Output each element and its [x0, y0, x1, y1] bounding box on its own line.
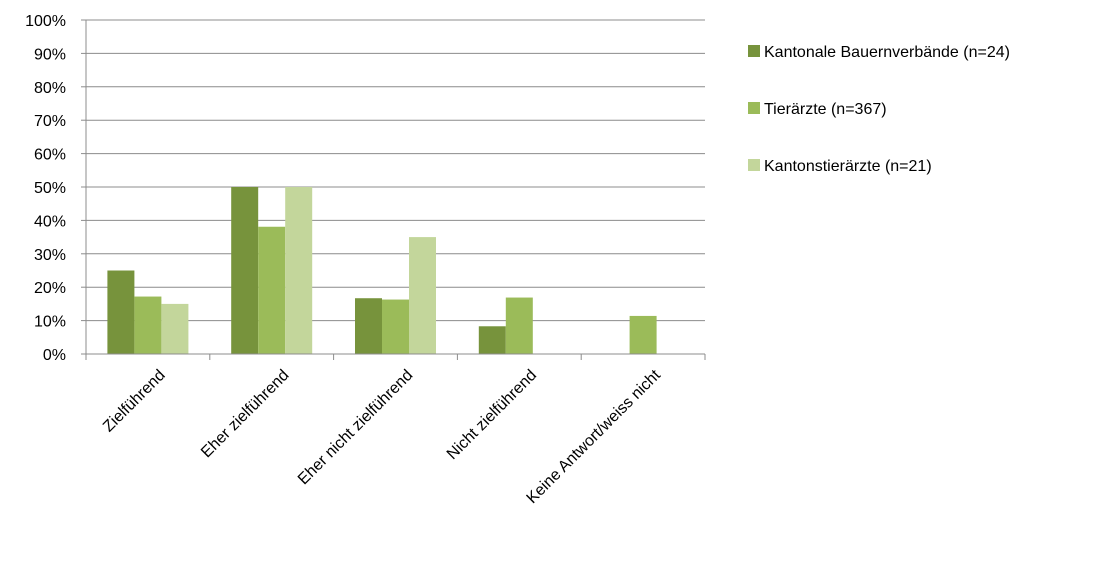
- y-tick-label: 30%: [34, 247, 66, 264]
- legend-label: Tierärzte (n=367): [764, 101, 887, 118]
- category-label: Keine Antwort/weiss nicht: [524, 366, 665, 507]
- bar: [107, 270, 135, 354]
- axes: [81, 19, 706, 360]
- bar: [161, 303, 189, 354]
- bar: [258, 226, 286, 354]
- bar: [355, 298, 382, 354]
- y-tick-label: 80%: [34, 80, 66, 97]
- bar: [505, 297, 533, 354]
- legend-swatch: [748, 102, 760, 114]
- y-tick-label: 70%: [34, 113, 66, 130]
- y-tick-labels: 0% 10% 20% 30% 40% 50% 60% 70% 80% 90% 100%: [25, 13, 66, 364]
- category-labels: Zielführend Eher zielführend Eher nicht zi…: [100, 366, 664, 507]
- y-tick-label: 90%: [34, 46, 66, 63]
- y-tick-label: 50%: [34, 180, 66, 197]
- category-label: Zielführend: [100, 367, 169, 436]
- legend-swatch: [748, 45, 760, 57]
- bar: [629, 315, 657, 354]
- bar: [285, 187, 313, 354]
- category-label: Eher nicht zielführend: [295, 367, 416, 488]
- bar: [409, 237, 436, 354]
- category-label: Eher zielführend: [198, 367, 292, 461]
- bar: [134, 296, 162, 354]
- y-tick-label: 100%: [25, 13, 66, 30]
- bar: [382, 299, 409, 354]
- bar: [478, 326, 506, 354]
- legend: Kantonale Bauernverbände (n=24) Tierärzte…: [748, 44, 1010, 175]
- gridlines: [86, 19, 705, 322]
- y-tick-label: 60%: [34, 147, 66, 164]
- category-label: Nicht zielführend: [444, 367, 540, 463]
- y-tick-label: 20%: [34, 280, 66, 297]
- legend-swatch: [748, 159, 760, 171]
- bar: [231, 187, 259, 354]
- y-tick-label: 40%: [34, 213, 66, 230]
- legend-label: Kantonstierärzte (n=21): [764, 158, 932, 175]
- y-tick-label: 10%: [34, 314, 66, 331]
- legend-label: Kantonale Bauernverbände (n=24): [764, 44, 1010, 61]
- bars: [107, 187, 657, 354]
- y-tick-label: 0%: [43, 347, 66, 364]
